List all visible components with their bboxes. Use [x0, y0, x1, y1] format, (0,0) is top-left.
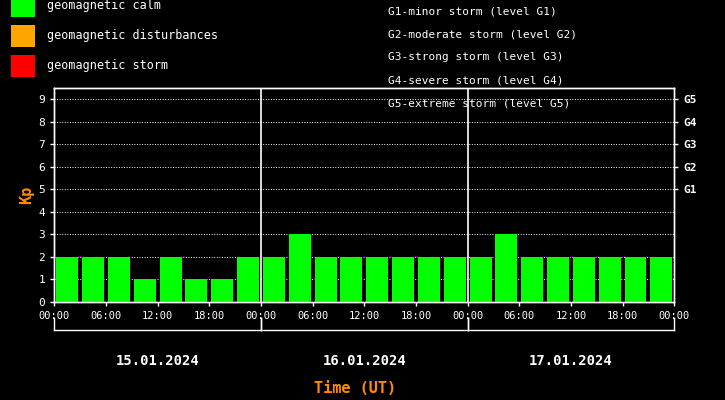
- Text: G2-moderate storm (level G2): G2-moderate storm (level G2): [388, 29, 577, 39]
- Text: G1-minor storm (level G1): G1-minor storm (level G1): [388, 6, 557, 16]
- Bar: [392, 257, 414, 302]
- Text: G3-strong storm (level G3): G3-strong storm (level G3): [388, 52, 563, 62]
- Text: geomagnetic disturbances: geomagnetic disturbances: [47, 30, 218, 42]
- Bar: [186, 280, 207, 302]
- Bar: [444, 257, 465, 302]
- Bar: [289, 234, 311, 302]
- Bar: [495, 234, 518, 302]
- Bar: [341, 257, 362, 302]
- Bar: [650, 257, 672, 302]
- Bar: [521, 257, 543, 302]
- Bar: [547, 257, 569, 302]
- Text: 16.01.2024: 16.01.2024: [323, 354, 406, 368]
- Bar: [237, 257, 259, 302]
- Bar: [624, 257, 647, 302]
- Bar: [573, 257, 594, 302]
- Bar: [82, 257, 104, 302]
- Bar: [599, 257, 621, 302]
- Text: 17.01.2024: 17.01.2024: [529, 354, 613, 368]
- Bar: [366, 257, 388, 302]
- Text: geomagnetic storm: geomagnetic storm: [47, 60, 168, 72]
- Text: Time (UT): Time (UT): [314, 381, 397, 396]
- Bar: [134, 280, 156, 302]
- Y-axis label: Kp: Kp: [20, 186, 34, 204]
- Bar: [108, 257, 130, 302]
- Bar: [263, 257, 285, 302]
- Bar: [315, 257, 336, 302]
- Bar: [57, 257, 78, 302]
- Text: 15.01.2024: 15.01.2024: [116, 354, 199, 368]
- Bar: [418, 257, 440, 302]
- Bar: [470, 257, 492, 302]
- Bar: [211, 280, 233, 302]
- Text: geomagnetic calm: geomagnetic calm: [47, 0, 161, 12]
- Text: G4-severe storm (level G4): G4-severe storm (level G4): [388, 76, 563, 86]
- Text: G5-extreme storm (level G5): G5-extreme storm (level G5): [388, 99, 570, 109]
- Bar: [160, 257, 181, 302]
